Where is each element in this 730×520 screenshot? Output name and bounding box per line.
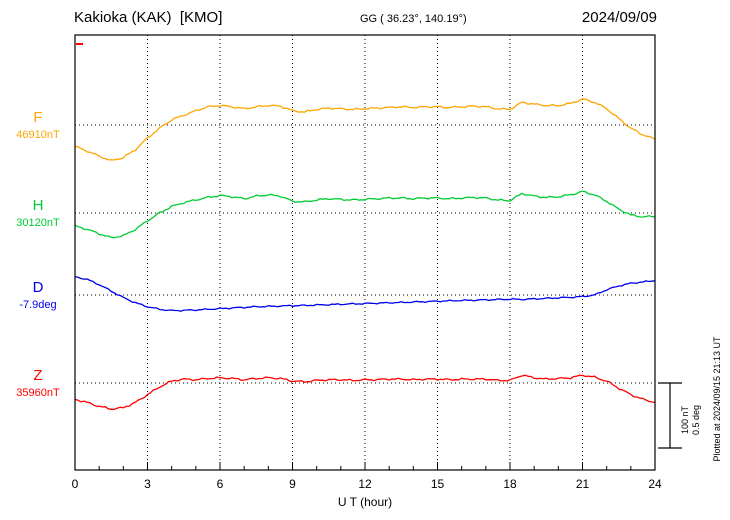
station-title: Kakioka (KAK) [KMO] (74, 9, 223, 26)
x-tick-label: 3 (144, 477, 151, 491)
component-H-letter: H (32, 197, 44, 214)
scale-label-deg: 0.5 deg (691, 404, 701, 436)
x-tick-label: 6 (216, 477, 224, 491)
component-D: D -7.9deg (6, 279, 70, 311)
x-tick-label: 9 (289, 477, 296, 491)
plotted-at-note: Plotted at 2024/09/15 21:13 UT (712, 336, 722, 462)
trace-D (74, 275, 656, 312)
x-tick-label: 15 (430, 477, 445, 491)
trace-Z (74, 374, 656, 410)
component-D-baseline-value: -7.9deg (19, 298, 57, 311)
component-D-letter: D (32, 279, 44, 296)
trace-H (74, 190, 656, 239)
scale-label-nt: 100 nT (680, 405, 690, 435)
component-Z: Z 35960nT (6, 367, 70, 399)
component-H: H 30120nT (6, 197, 70, 229)
component-F-baseline-value: 46910nT (16, 128, 60, 141)
trace-F (74, 98, 656, 161)
x-tick-label: 12 (358, 477, 372, 491)
component-F: F 46910nT (6, 109, 70, 141)
plot-border (74, 34, 656, 471)
component-H-baseline-value: 30120nT (16, 216, 60, 229)
x-tick-label: 18 (503, 477, 517, 491)
component-Z-baseline-value: 35960nT (16, 386, 60, 399)
plot-date: 2024/09/09 (581, 9, 657, 26)
geographic-coordinates: GG ( 36.23°, 140.19°) (360, 13, 467, 25)
x-tick-label: 21 (575, 477, 590, 491)
x-tick-label: 24 (648, 477, 662, 491)
component-F-letter: F (33, 109, 43, 126)
x-axis-title: U T (hour) (337, 495, 393, 509)
component-Z-letter: Z (33, 367, 43, 384)
x-tick-label: 0 (71, 477, 79, 491)
